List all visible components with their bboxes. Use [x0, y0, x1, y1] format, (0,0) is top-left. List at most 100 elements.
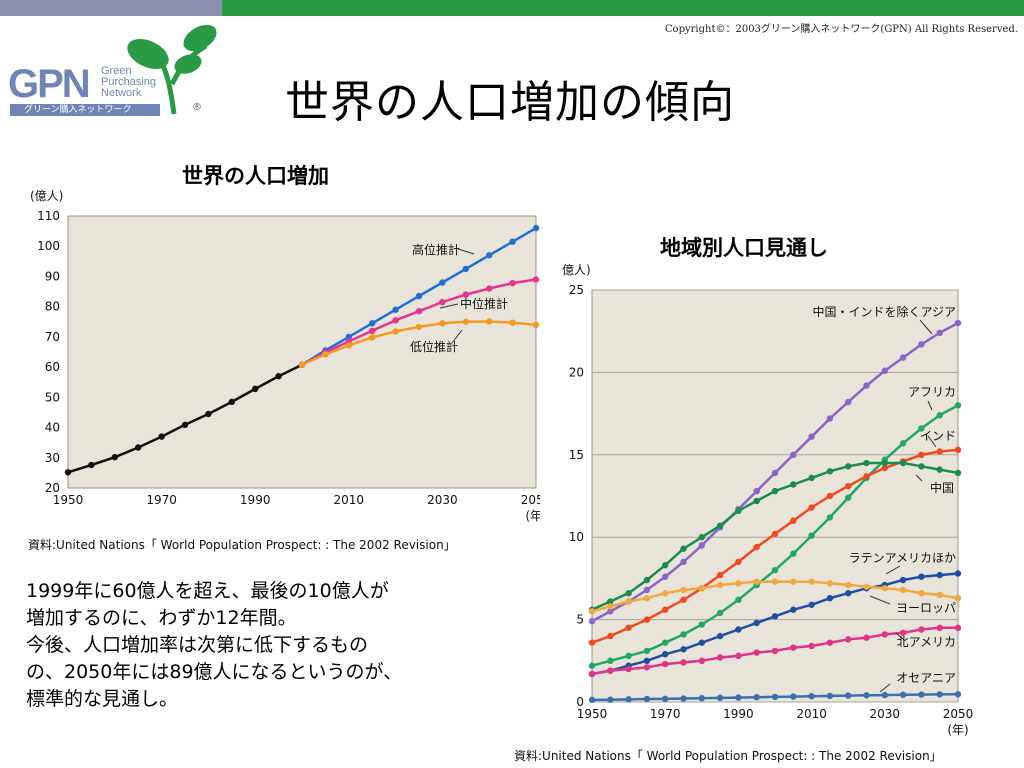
data-point: [64, 469, 72, 476]
data-point: [808, 601, 815, 608]
data-point: [790, 693, 797, 700]
data-point: [899, 691, 907, 698]
data-point: [863, 634, 870, 641]
data-point: [275, 372, 282, 380]
data-point: [954, 570, 962, 577]
data-point: [936, 624, 943, 632]
data-point: [716, 654, 724, 661]
data-point: [298, 361, 306, 368]
data-point: [790, 550, 797, 557]
data-point: [936, 591, 943, 599]
data-point: [643, 664, 651, 671]
data-point: [532, 321, 540, 328]
data-point: [826, 580, 834, 587]
x-tick-label: 2030: [427, 493, 458, 507]
data-point: [680, 695, 687, 702]
y-tick-label: 70: [45, 330, 60, 344]
data-point: [88, 461, 95, 469]
data-point: [936, 448, 943, 455]
data-point: [625, 652, 632, 660]
data-point: [369, 320, 376, 327]
series-label: インド: [920, 429, 956, 443]
data-point: [735, 694, 742, 701]
data-point: [607, 667, 614, 674]
data-point: [753, 694, 760, 701]
data-point: [845, 463, 852, 470]
data-point: [322, 351, 329, 358]
data-point: [918, 463, 925, 470]
data-point: [826, 514, 834, 521]
data-point: [790, 517, 797, 524]
series-leader-line: [927, 435, 937, 448]
data-point: [845, 590, 852, 597]
note-line: の、2050年には89億人になるというのが、: [26, 661, 403, 683]
note-line: 標準的な見通し。: [26, 688, 179, 710]
data-point: [643, 616, 651, 623]
data-point: [936, 412, 943, 419]
series-leader-line: [869, 595, 891, 605]
data-point: [954, 624, 962, 632]
data-point: [863, 692, 870, 699]
data-point: [808, 433, 815, 440]
data-point: [625, 590, 632, 597]
data-point: [588, 608, 596, 615]
data-point: [808, 578, 815, 585]
data-point: [790, 451, 797, 458]
data-point: [662, 606, 669, 613]
data-point: [181, 421, 189, 429]
series-label: ヨーロッパ: [896, 601, 956, 615]
data-point: [462, 265, 469, 273]
series-label: 中国・インドを除くアジア: [812, 304, 956, 319]
series-leader-line: [457, 248, 475, 255]
x-tick-label: 2050: [521, 493, 540, 507]
series-leader-line: [915, 474, 923, 482]
x-unit-label: (年): [947, 723, 968, 737]
data-point: [698, 534, 705, 541]
page-title: 世界の人口増加の傾向: [285, 77, 735, 128]
data-point: [625, 665, 632, 673]
data-point: [881, 464, 888, 472]
data-point: [588, 662, 596, 669]
data-point: [899, 354, 907, 361]
series-label: 中位推計: [460, 296, 508, 311]
series-label: オセアニア: [896, 671, 956, 685]
data-point: [735, 580, 742, 587]
regional-population-chart: 0 5 10 15 20 25 1950 1970 1990 2010 2030 2050 億人) (年)…: [562, 263, 973, 737]
series-label: 北アメリカ: [897, 635, 956, 649]
data-point: [899, 586, 907, 594]
data-point: [509, 238, 516, 245]
data-point: [881, 691, 888, 699]
data-point: [918, 573, 925, 580]
data-point: [392, 317, 399, 324]
data-point: [462, 318, 469, 325]
data-point: [680, 596, 687, 604]
data-point: [158, 433, 165, 440]
data-point: [698, 585, 705, 592]
data-point: [845, 692, 852, 699]
data-point: [954, 446, 962, 454]
y-tick-label: 5: [576, 613, 584, 627]
registered-mark: ®: [192, 102, 202, 113]
gpn-logo: GPN Green Purchasing Network グリーン購入ネットワー…: [8, 24, 218, 124]
data-point: [111, 453, 119, 461]
data-point: [954, 594, 962, 602]
y-tick-label: 0: [576, 695, 584, 709]
data-point: [918, 590, 925, 597]
data-point: [643, 586, 651, 594]
data-point: [735, 596, 742, 604]
series-label: 低位推計: [410, 339, 458, 354]
x-tick-label: 1950: [577, 707, 608, 721]
top-bar-left: [0, 0, 222, 16]
data-point: [643, 576, 651, 584]
data-point: [607, 603, 614, 610]
y-tick-label: 60: [45, 360, 60, 374]
data-point: [826, 415, 834, 422]
y-tick-label: 25: [569, 283, 584, 297]
data-point: [625, 696, 632, 703]
data-point: [790, 578, 797, 585]
leaf-icon: [127, 24, 217, 115]
data-point: [698, 695, 705, 702]
data-point: [205, 410, 212, 418]
data-point: [392, 306, 399, 313]
data-point: [863, 473, 870, 480]
